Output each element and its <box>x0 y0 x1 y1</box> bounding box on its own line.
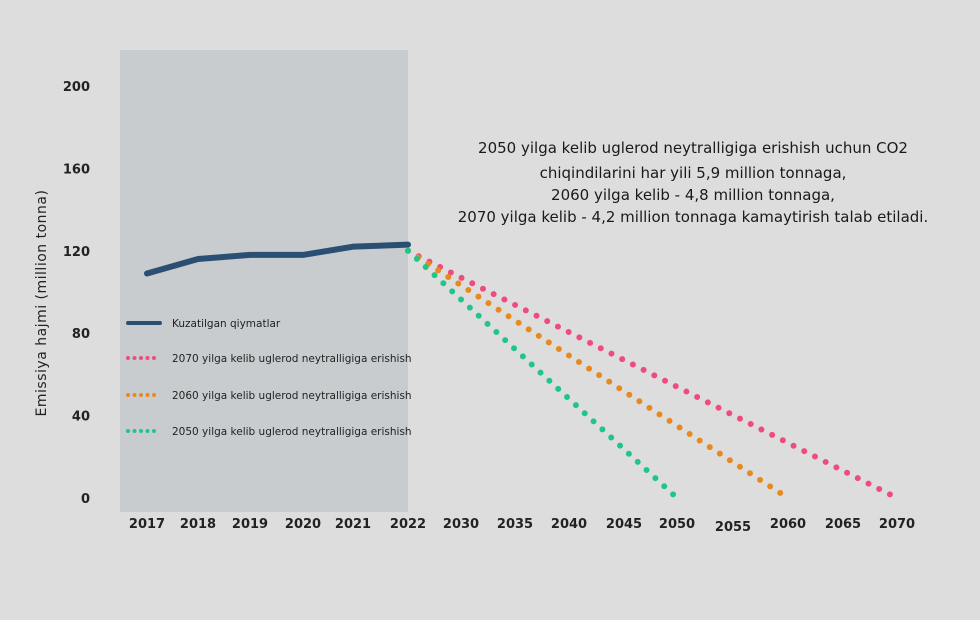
x-tick-label: 2020 <box>285 517 321 532</box>
x-tick-label: 2030 <box>443 517 479 532</box>
y-tick-label: 200 <box>63 80 90 95</box>
legend-label: Kuzatilgan qiymatlar <box>172 318 281 330</box>
y-tick-label: 120 <box>63 245 90 260</box>
annotation-line: 2070 yilga kelib - 4,2 million tonnaga k… <box>458 208 929 226</box>
series-line-projection-1 <box>405 247 900 501</box>
x-tick-label: 2065 <box>825 517 861 532</box>
y-axis-label: Emissiya hajmi (million tonna) <box>34 190 50 417</box>
x-tick-label: 2045 <box>606 517 642 532</box>
annotation-line: 2060 yilga kelib - 4,8 million tonnaga, <box>551 186 835 204</box>
observed-period-shading <box>120 50 408 512</box>
x-tick-label: 2070 <box>879 517 915 532</box>
x-tick-label: 2019 <box>232 517 268 532</box>
x-tick-label: 2035 <box>497 517 533 532</box>
series-line-projection-3 <box>405 247 680 501</box>
y-tick-label: 80 <box>72 327 90 342</box>
y-tick-label: 160 <box>63 162 90 177</box>
legend-label: 2070 yilga kelib uglerod neytralligiga e… <box>172 353 412 365</box>
series-line-projection-2 <box>405 247 791 501</box>
x-tick-label: 2022 <box>390 517 426 532</box>
legend-label: 2050 yilga kelib uglerod neytralligiga e… <box>172 426 412 438</box>
annotation-line: 2050 yilga kelib uglerod neytralligiga e… <box>478 139 908 157</box>
x-tick-label: 2050 <box>659 517 695 532</box>
y-tick-label: 0 <box>81 492 90 507</box>
series-line-observed <box>144 241 411 277</box>
x-tick-label: 2021 <box>335 517 371 532</box>
x-tick-label: 2040 <box>551 517 587 532</box>
x-tick-label: 2017 <box>129 517 165 532</box>
x-tick-label: 2060 <box>770 517 806 532</box>
x-tick-label: 2055 <box>715 520 751 535</box>
y-tick-label: 40 <box>72 410 90 425</box>
x-tick-label: 2018 <box>180 517 216 532</box>
annotation-block: 2050 yilga kelib uglerod neytralligiga e… <box>458 139 929 226</box>
annotation-line: chiqindilarini har yili 5,9 million tonn… <box>540 164 847 182</box>
legend-label: 2060 yilga kelib uglerod neytralligiga e… <box>172 390 412 402</box>
